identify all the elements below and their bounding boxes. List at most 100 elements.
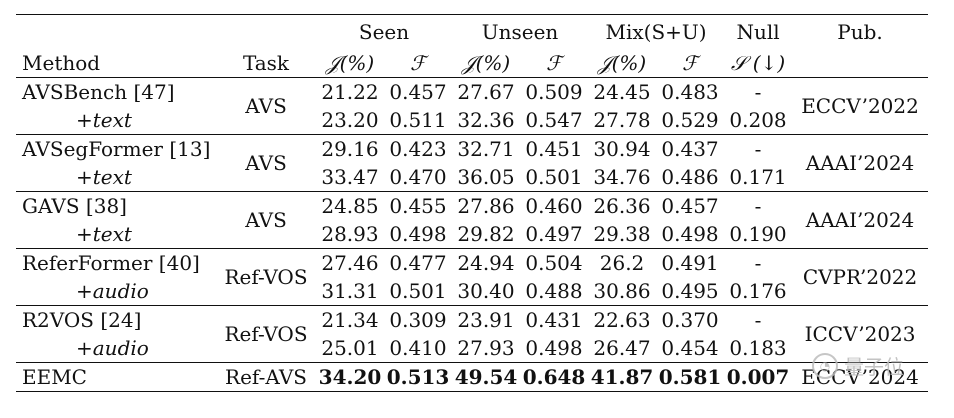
table-row: +text 28.93 0.498 29.82 0.497 29.38 0.498 0.190 [16,220,928,249]
value-cell: - [724,134,793,163]
value-cell: 0.183 [729,336,787,360]
value-cell: 30.94 [588,134,657,163]
value-cell: 0.581 [656,362,725,391]
method-variant: +text [76,108,132,132]
value-cell: 49.54 [452,362,521,391]
value-cell: 29.16 [316,134,384,163]
value-cell: 32.71 [452,134,521,163]
value-cell: 22.63 [588,305,657,334]
pub-cell: CVPR’2022 [792,248,929,306]
method-name: EEMC [16,362,216,391]
value-cell: 30.40 [457,279,515,303]
method-variant: +audio [76,336,149,360]
top-rule [16,14,928,15]
value-cell: 30.86 [593,279,651,303]
table-row: ReferFormer [40] Ref-VOS 27.46 0.477 24.94 0.… [16,248,929,306]
value-cell: 0.431 [520,305,589,334]
task-cell: Ref-AVS [216,362,316,391]
method-name: AVSBench [47] [16,77,216,106]
col-method: Method [22,51,101,75]
value-cell: 27.86 [452,191,521,220]
value-cell: 24.94 [452,248,521,277]
task-cell: Ref-VOS [216,305,316,363]
value-cell: 0.455 [384,191,453,220]
method-name: R2VOS [24] [16,305,216,334]
value-cell: 0.457 [656,191,725,220]
value-cell: 33.47 [321,165,379,189]
value-cell: 21.34 [316,305,384,334]
value-cell: 23.91 [452,305,521,334]
value-cell: 0.547 [525,108,583,132]
value-cell: 0.451 [520,134,589,163]
value-cell: 27.46 [316,248,384,277]
value-cell: 0.648 [520,362,589,391]
value-cell: 34.20 [316,362,384,391]
method-name: AVSegFormer [13] [16,134,216,163]
value-cell: 0.498 [389,222,447,246]
value-cell: - [724,77,793,106]
method-name: ReferFormer [40] [16,248,216,277]
value-cell: 0.437 [656,134,725,163]
value-cell: 0.486 [661,165,719,189]
column-header-row: Method Task 𝒥(%) ℱ 𝒥(%) ℱ 𝒥(%) ℱ 𝒮 (↓) [16,49,928,78]
value-cell: 0.190 [729,222,787,246]
value-cell: 0.171 [729,165,787,189]
col-mix-f: ℱ [682,51,698,75]
table-row: +audio 25.01 0.410 27.93 0.498 26.47 0.454 0.18… [16,334,928,363]
value-cell: 0.529 [661,108,719,132]
method-name: GAVS [38] [16,191,216,220]
col-unseen-f: ℱ [546,51,562,75]
pub-cell: ICCV’2023 [792,305,929,363]
col-unseen-j: 𝒥(%) [461,51,511,75]
method-variant: +audio [76,279,149,303]
watermark: ◔ 量子位 [812,351,904,380]
value-cell: 31.31 [321,279,379,303]
col-mix-j: 𝒥(%) [597,51,647,75]
group-pub: Pub. [837,20,883,44]
value-cell: 0.410 [389,336,447,360]
results-table-wrapper: Seen Unseen Mix(S+U) Null Pub. Method Ta… [16,14,929,392]
pub-cell: AAAI’2024 [792,134,929,192]
value-cell: 24.85 [316,191,384,220]
pub-cell: ECCV’2022 [792,77,929,135]
watermark-text: 量子位 [844,355,904,379]
value-cell: 34.76 [593,165,651,189]
value-cell: 0.511 [389,108,447,132]
value-cell: 27.93 [457,336,515,360]
value-cell: 27.78 [593,108,651,132]
table-row: +text 33.47 0.470 36.05 0.501 34.76 0.486 0.171 [16,163,928,192]
value-cell: 27.67 [452,77,521,106]
value-cell: 0.491 [656,248,725,277]
value-cell: 0.504 [520,248,589,277]
task-cell: Ref-VOS [216,248,316,306]
table-row: GAVS [38] AVS 24.85 0.455 27.86 0.460 26.36 0.4… [16,191,929,249]
value-cell: 41.87 [588,362,657,391]
task-cell: AVS [216,77,316,135]
value-cell: 28.93 [321,222,379,246]
method-variant: +text [76,165,132,189]
value-cell: 0.483 [656,77,725,106]
group-seen: Seen [358,20,410,44]
value-cell: - [724,248,793,277]
value-cell: 0.457 [384,77,453,106]
value-cell: 24.45 [588,77,657,106]
value-cell: 0.513 [384,362,453,391]
value-cell: 23.20 [321,108,379,132]
value-cell: 36.05 [457,165,515,189]
value-cell: 0.208 [729,108,787,132]
group-header-row: Seen Unseen Mix(S+U) Null Pub. [16,15,928,49]
results-table: Seen Unseen Mix(S+U) Null Pub. Method Ta… [16,15,929,391]
table-row: R2VOS [24] Ref-VOS 21.34 0.309 23.91 0.431 22.… [16,305,929,363]
col-seen-j: 𝒥(%) [325,51,375,75]
task-cell: AVS [216,191,316,249]
value-cell: 0.497 [525,222,583,246]
method-variant: +text [76,222,132,246]
value-cell: 0.309 [384,305,453,334]
table-row: +audio 31.31 0.501 30.40 0.488 30.86 0.495 0.17… [16,277,928,306]
group-unseen: Unseen [481,20,559,44]
col-task: Task [242,51,290,75]
task-cell: AVS [216,134,316,192]
table-row: AVSBench [47] AVS 21.22 0.457 27.67 0.509 24.4… [16,77,929,135]
value-cell: 0.477 [384,248,453,277]
col-null-s: 𝒮 (↓) [730,51,786,75]
